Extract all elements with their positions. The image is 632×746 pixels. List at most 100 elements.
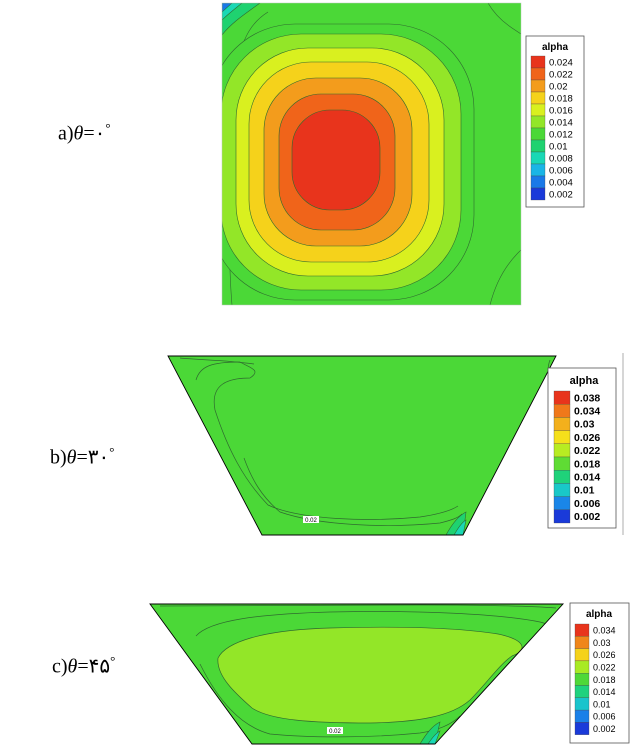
legend-tick-label: 0.018 — [593, 675, 616, 685]
panel-b-prefix: b) — [50, 446, 67, 469]
legend-tick-label: 0.014 — [593, 687, 616, 697]
legend-swatch — [574, 623, 590, 637]
panel-b-eq: = — [76, 446, 88, 469]
panel-c-label: c)θ=۴۵° — [52, 653, 115, 679]
legend-tick-label: 0.014 — [574, 471, 600, 483]
legend-swatch — [553, 430, 571, 444]
legend-swatch — [530, 91, 546, 105]
legend-tick-label: 0.02 — [549, 81, 568, 92]
legend-swatch — [530, 103, 546, 117]
legend-swatch — [553, 390, 571, 405]
legend-swatch — [574, 648, 590, 662]
legend-tick-label: 0.034 — [593, 626, 616, 636]
panel-c-corner-region-2 — [427, 730, 441, 744]
legend-tick-label: 0.014 — [549, 117, 573, 128]
panel-a-plot — [222, 3, 521, 305]
legend-swatch — [553, 443, 571, 458]
legend-tick-label: 0.022 — [549, 69, 573, 80]
panel-c-inner-region — [217, 626, 523, 724]
legend-tick-label: 0.026 — [574, 432, 600, 444]
panel-a-corner-region-3 — [222, 3, 233, 13]
legend-tick-label: 0.002 — [549, 189, 573, 200]
panel-b-inner-contour-1 — [195, 361, 459, 520]
legend-tick-label: 0.038 — [574, 392, 600, 404]
legend-tick-label: 0.006 — [593, 712, 616, 722]
legend-tick-label: 0.004 — [549, 177, 573, 188]
legend-swatch — [530, 187, 546, 201]
panel-c-legend-title: alpha — [586, 609, 613, 620]
legend-tick-label: 0.002 — [593, 724, 616, 734]
legend-tick-label: 0.03 — [574, 419, 595, 431]
panel-c-plot — [150, 604, 563, 744]
legend-tick-label: 0.012 — [549, 129, 573, 140]
panel-c-degree: ° — [110, 653, 116, 668]
legend-tick-label: 0.002 — [574, 511, 600, 523]
panel-c-theta: θ — [67, 655, 78, 678]
panel-b-plot — [168, 356, 556, 535]
legend-tick-label: 0.006 — [549, 165, 573, 176]
legend-tick-label: 0.01 — [593, 699, 611, 709]
panel-b-frame — [167, 355, 557, 536]
panel-b-corner-region-2 — [453, 519, 467, 535]
panel-c-eq: = — [77, 655, 89, 678]
legend-tick-label: 0.034 — [574, 405, 600, 417]
panel-a-legend-title: alpha — [542, 42, 569, 53]
panel-c-angle: ۴۵ — [88, 655, 111, 678]
legend-tick-label: 0.022 — [593, 662, 616, 672]
legend-swatch — [574, 709, 590, 723]
panel-a-edge-contour — [487, 3, 521, 35]
panel-a-angle: ۰ — [94, 122, 106, 145]
legend-tick-label: 0.01 — [549, 141, 568, 152]
contour-band — [291, 109, 381, 211]
legend-swatch — [530, 115, 546, 129]
legend-tick-label: 0.008 — [549, 153, 573, 164]
legend-swatch — [553, 483, 571, 497]
legend-swatch — [530, 55, 546, 69]
panel-c-contour-label-box — [327, 727, 343, 734]
legend-tick-label: 0.03 — [593, 638, 611, 648]
legend-swatch — [530, 67, 546, 81]
legend-tick-label: 0.026 — [593, 650, 616, 660]
legend-swatch — [553, 456, 571, 471]
panel-c-legend: alpha 0.034 0.03 0.026 0.022 0.018 0.014 0.01 0… — [569, 602, 630, 744]
panel-b-degree: ° — [109, 444, 115, 459]
legend-swatch — [530, 79, 546, 93]
legend-swatch — [553, 509, 571, 524]
panel-b-theta: θ — [66, 446, 77, 469]
panel-b-label: b)θ=۳۰° — [50, 444, 114, 470]
legend-swatch — [574, 660, 590, 674]
panel-c-prefix: c) — [52, 655, 68, 678]
legend-tick-label: 0.016 — [549, 105, 573, 116]
legend-swatch — [530, 127, 546, 141]
legend-tick-label: 0.024 — [549, 57, 573, 68]
legend-tick-label: 0.018 — [549, 93, 573, 104]
panel-b-inner-contour-3 — [179, 357, 255, 365]
legend-swatch — [530, 139, 546, 153]
legend-swatch — [574, 673, 590, 686]
legend-swatch — [530, 163, 546, 177]
panel-a-theta: θ — [73, 122, 84, 145]
legend-swatch — [574, 697, 590, 711]
legend-tick-label: 0.01 — [574, 485, 595, 497]
legend-swatch — [530, 175, 546, 189]
panel-b-contour-label: 0.02 — [305, 518, 317, 524]
legend-tick-label: 0.006 — [574, 498, 600, 510]
panel-c-outer-contour-3 — [159, 604, 557, 609]
legend-swatch — [530, 151, 546, 165]
panel-c-contour-label: 0.02 — [329, 729, 341, 735]
panel-c-frame — [149, 603, 565, 745]
legend-swatch — [574, 685, 590, 698]
panel-a-label: a)θ=۰° — [58, 120, 111, 146]
panel-a-degree: ° — [105, 120, 111, 135]
legend-swatch — [553, 496, 571, 510]
panel-a-edge-contour-right — [489, 249, 521, 305]
panel-b-legend-title: alpha — [570, 375, 600, 387]
legend-tick-label: 0.022 — [574, 445, 600, 457]
panel-a-prefix: a) — [58, 122, 74, 145]
panel-a-frame — [221, 2, 522, 306]
legend-swatch — [574, 636, 590, 649]
legend-swatch — [574, 722, 590, 735]
panel-a-eq: = — [83, 122, 95, 145]
legend-swatch — [553, 417, 571, 431]
